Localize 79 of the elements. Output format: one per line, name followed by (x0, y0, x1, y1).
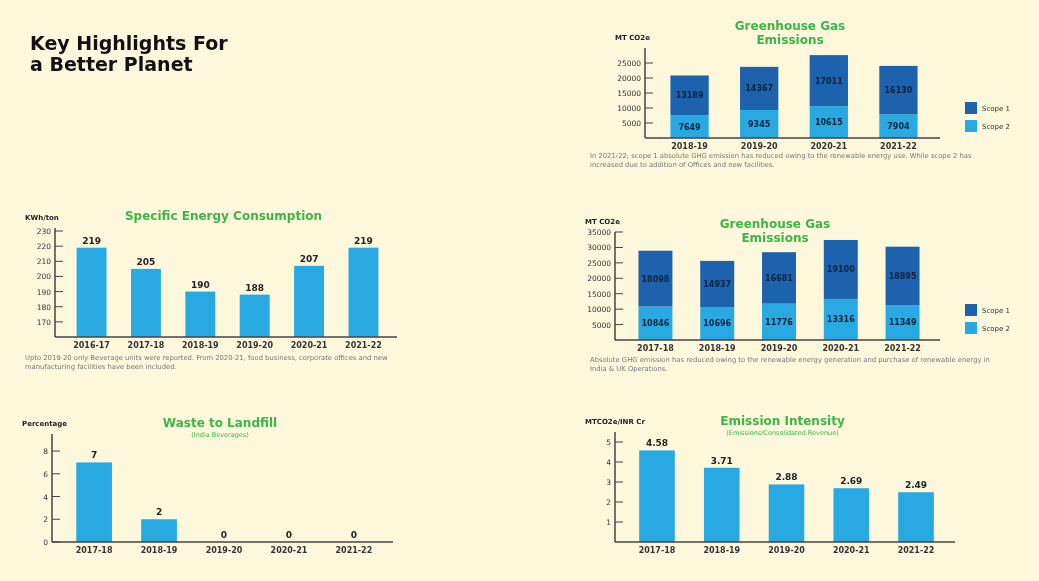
data-label: 0 (350, 530, 358, 540)
data-label: 7 (90, 450, 98, 461)
data-label: 13189 (675, 91, 704, 101)
data-label: 14937 (703, 279, 732, 289)
data-label: 2.49 (904, 480, 928, 491)
x-tick-label: 2021-22 (884, 344, 921, 353)
data-label: 2 (155, 507, 163, 518)
x-tick-label: 2018-19 (181, 341, 220, 350)
x-tick-label: 2019-20 (740, 142, 778, 151)
chart-title: Waste to Landfill (162, 416, 278, 430)
chart-title: Emission Intensity (720, 414, 845, 428)
data-label: 219 (82, 235, 101, 246)
x-tick-label: 2018-19 (671, 142, 709, 151)
bar (700, 260, 735, 307)
x-tick-label: 2021-22 (880, 142, 917, 151)
x-tick-label: 2021-22 (335, 546, 373, 555)
x-tick-label: 2018-19 (140, 546, 178, 555)
x-tick-label: 2019-20 (236, 341, 274, 350)
bar (823, 239, 858, 299)
bar (638, 250, 673, 307)
x-tick-label: 2019-20 (205, 546, 243, 555)
data-label: 205 (136, 256, 156, 267)
x-tick-label: 2020-21 (822, 344, 860, 353)
data-label: 18895 (888, 271, 917, 281)
data-label: 190 (190, 279, 210, 290)
bar (703, 467, 740, 542)
chart-title: Greenhouse Gas Emissions (734, 19, 846, 47)
data-label: 16681 (765, 273, 794, 283)
data-label: 4.58 (645, 438, 669, 449)
chart-title: Specific Energy Consumption (124, 209, 323, 223)
x-tick-label: 2016-17 (73, 341, 110, 350)
bar (670, 75, 709, 116)
x-tick-label: 2018-19 (698, 344, 737, 353)
x-tick-label: 2017-18 (127, 341, 165, 350)
bar (885, 246, 920, 305)
data-label: 18098 (641, 274, 670, 284)
data-label: 207 (299, 253, 319, 264)
data-label: 11349 (888, 318, 917, 328)
data-label: 13316 (826, 315, 856, 325)
bar (833, 488, 870, 542)
x-tick-label: 2017-18 (637, 344, 675, 353)
data-label: 188 (245, 282, 265, 293)
x-tick-label: 2019-20 (760, 344, 798, 353)
x-tick-label: 2021-22 (897, 546, 935, 555)
data-label: 17011 (814, 76, 844, 86)
bar (879, 65, 918, 115)
data-label: 9345 (748, 119, 771, 129)
data-label: 7904 (887, 122, 911, 132)
bar (809, 55, 848, 107)
data-label: 0 (285, 530, 293, 540)
x-tick-label: 2020-21 (832, 546, 871, 555)
bar (898, 492, 934, 542)
data-label: 10615 (814, 118, 844, 128)
data-label: 14367 (745, 84, 774, 94)
data-label: 2.69 (840, 476, 863, 487)
data-label: 10696 (703, 319, 732, 329)
chart-title: Greenhouse Gas Emissions (719, 217, 831, 245)
x-tick-label: 2020-21 (810, 142, 848, 151)
x-tick-label: 2019-20 (768, 546, 806, 555)
data-label: 3.71 (710, 455, 733, 466)
data-label: 7649 (678, 122, 702, 132)
data-label: 219 (354, 235, 373, 246)
bar (768, 484, 805, 542)
text: Key Highlights For a Better Planet (30, 32, 229, 75)
x-tick-label: 2017-18 (75, 546, 113, 555)
x-tick-label: 2017-18 (638, 546, 676, 555)
data-label: 19100 (826, 265, 856, 275)
bar (762, 252, 796, 304)
bar (740, 66, 779, 110)
data-label: 2.88 (775, 472, 798, 483)
data-label: 10846 (641, 319, 670, 329)
data-label: 0 (220, 530, 228, 540)
x-tick-label: 2020-21 (270, 546, 308, 555)
x-tick-label: 2021-22 (345, 341, 382, 350)
data-label: 16130 (884, 86, 913, 96)
x-tick-label: 2018-19 (703, 546, 741, 555)
data-label: 11776 (765, 317, 794, 327)
x-tick-label: 2020-21 (290, 341, 328, 350)
bar (639, 450, 675, 542)
